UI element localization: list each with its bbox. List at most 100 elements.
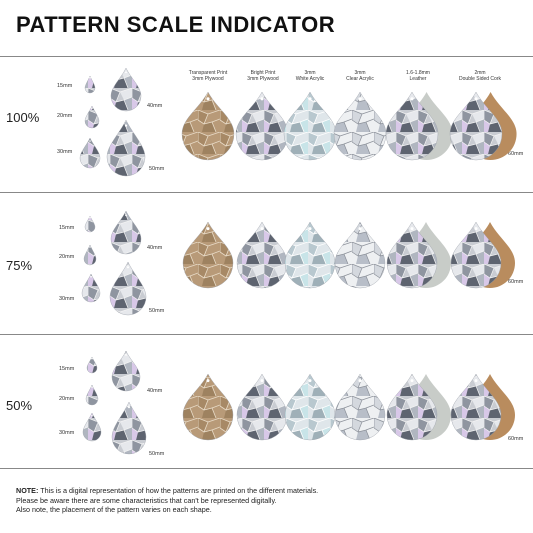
earring-sample — [450, 221, 502, 289]
material-name: 1.6-1.8mm — [406, 70, 430, 76]
earring-sample — [385, 91, 439, 161]
earring-sample — [79, 137, 101, 169]
earring-sample — [386, 221, 438, 289]
hole-icon — [126, 266, 130, 269]
hole-icon — [206, 227, 210, 231]
size-label: 60mm — [508, 436, 524, 442]
footnote: NOTE: This is a digital representation o… — [16, 486, 516, 515]
size-label: 50mm — [149, 166, 165, 172]
hole-icon — [206, 97, 210, 101]
size-label: 15mm — [59, 225, 75, 231]
earring-sample — [83, 244, 97, 266]
material-name: 3mm — [354, 70, 366, 76]
earring-sample — [284, 221, 336, 289]
scale-label: 75% — [6, 258, 33, 273]
material-type: Double Sided Cork — [459, 76, 501, 82]
hole-icon — [125, 71, 127, 74]
earring-sample — [84, 105, 100, 129]
size-label: 40mm — [147, 245, 163, 251]
hole-icon — [260, 97, 264, 101]
size-label: 60mm — [508, 151, 524, 157]
material-name: Bright Print — [250, 70, 276, 76]
size-label: 60mm — [508, 279, 524, 285]
earring-sample — [450, 373, 502, 441]
earring-sample — [110, 210, 142, 255]
earring-sample — [85, 384, 99, 406]
earring-sample — [111, 350, 141, 392]
note-line: This is a digital representation of how … — [38, 486, 319, 495]
hole-icon — [410, 227, 414, 231]
earring-sample — [334, 221, 386, 289]
hole-icon — [260, 227, 264, 231]
size-label: 30mm — [59, 296, 75, 302]
size-label: 30mm — [59, 430, 75, 436]
hole-icon — [358, 379, 362, 383]
hole-icon — [91, 107, 93, 109]
earring-sample — [181, 91, 235, 161]
hole-icon — [124, 124, 128, 127]
material-name: Transparent Print — [188, 70, 228, 76]
earring-sample — [182, 373, 234, 441]
size-label: 20mm — [59, 396, 75, 402]
earring-sample — [236, 221, 288, 289]
material-header: 3mm White Acrylic — [280, 70, 340, 82]
earring-sample — [111, 401, 147, 455]
size-label: 50mm — [149, 451, 165, 457]
material-header: 1.6-1.8mm Leather — [388, 70, 448, 82]
hole-icon — [308, 97, 312, 101]
earring-sample — [235, 91, 289, 161]
earring-sample — [449, 91, 503, 161]
size-label: 30mm — [57, 149, 73, 155]
earring-sample — [283, 91, 337, 161]
hole-icon — [127, 406, 131, 409]
scale-label: 50% — [6, 398, 33, 413]
earring-sample — [284, 373, 336, 441]
earring-sample — [333, 91, 387, 161]
material-name: 2mm — [474, 70, 486, 76]
hole-icon — [308, 227, 312, 231]
scale-label: 100% — [6, 110, 40, 125]
hole-icon — [358, 97, 362, 101]
divider — [0, 334, 533, 335]
hole-icon — [125, 354, 127, 356]
earring-sample — [84, 75, 96, 94]
hole-icon — [410, 379, 414, 383]
hole-icon — [89, 246, 91, 248]
hole-icon — [308, 379, 312, 383]
size-label: 50mm — [149, 308, 165, 314]
size-label: 15mm — [59, 366, 75, 372]
earring-sample — [81, 273, 101, 303]
material-name: 3mm — [304, 70, 316, 76]
hole-icon — [91, 386, 93, 388]
divider — [0, 192, 533, 193]
material-header: Bright Print 3mm Plywood — [233, 70, 293, 82]
hole-icon — [89, 216, 91, 219]
divider — [0, 468, 533, 469]
size-label: 40mm — [147, 103, 163, 109]
material-header: Transparent Print 3mm Plywood — [178, 70, 238, 82]
material-type: Leather — [409, 76, 427, 82]
hole-icon — [91, 357, 93, 360]
earring-sample — [334, 373, 386, 441]
note-line: Please be aware there are some character… — [16, 495, 277, 505]
earring-sample — [106, 119, 146, 177]
divider — [0, 56, 533, 57]
hole-icon — [358, 227, 362, 231]
earring-sample — [386, 373, 438, 441]
size-label: 20mm — [59, 254, 75, 260]
hole-icon — [474, 379, 478, 383]
hole-icon — [474, 227, 478, 231]
note-label: NOTE: — [16, 486, 39, 495]
material-type: White Acrylic — [295, 76, 325, 82]
size-label: 15mm — [57, 83, 73, 89]
page-title: PATTERN SCALE INDICATOR — [16, 12, 336, 37]
material-header: 3mm Clear Acrylic — [330, 70, 390, 82]
earring-sample — [109, 261, 147, 316]
material-type: 3mm Plywood — [192, 76, 224, 82]
hole-icon — [125, 214, 127, 217]
earring-sample — [110, 67, 142, 112]
material-type: 3mm Plywood — [247, 76, 279, 82]
size-label: 40mm — [147, 388, 163, 394]
earring-sample — [236, 373, 288, 441]
hole-icon — [410, 97, 414, 101]
